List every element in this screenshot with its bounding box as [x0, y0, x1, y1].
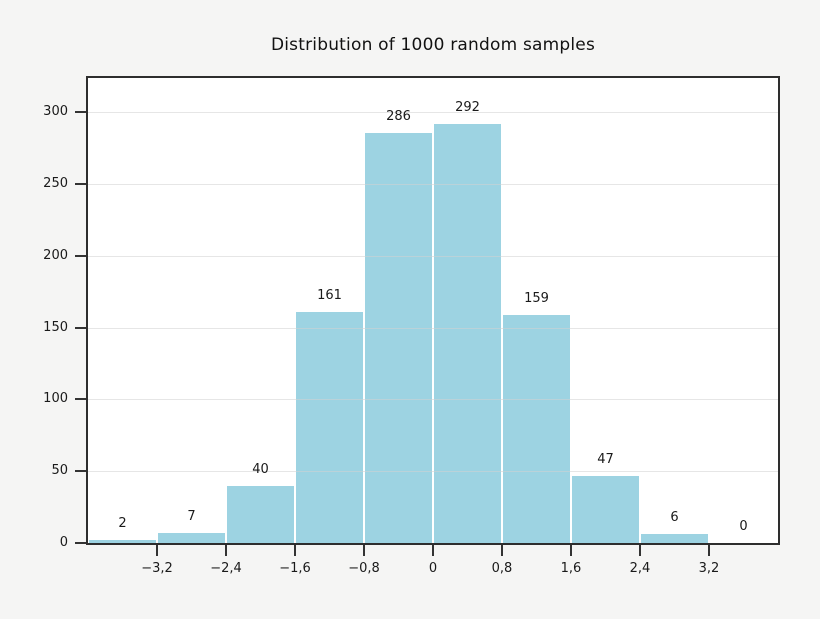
plot-area: 2 7 40 161 286 292 159 47 6 0	[86, 76, 780, 545]
gridline	[88, 256, 778, 257]
x-tick-mark	[570, 545, 572, 556]
y-tick-label: 100	[43, 391, 68, 406]
y-tick-mark	[75, 542, 86, 544]
y-tick-mark	[75, 327, 86, 329]
y-tick-label: 50	[51, 463, 68, 478]
x-tick-label: 1,6	[560, 561, 582, 576]
x-tick-label: 3,2	[698, 561, 720, 576]
histogram-bar	[641, 534, 708, 543]
x-tick-mark	[294, 545, 296, 556]
histogram-bar	[89, 540, 156, 543]
x-tick-mark	[156, 545, 158, 556]
x-tick-label: −3,2	[141, 561, 173, 576]
gridline	[88, 399, 778, 400]
chart-title: Distribution of 1000 random samples	[270, 35, 596, 55]
x-tick-label: −2,4	[210, 561, 242, 576]
histogram-bar	[296, 312, 363, 543]
histogram-bar	[572, 476, 639, 543]
x-tick-mark	[501, 545, 503, 556]
bar-value-label: 6	[670, 510, 679, 525]
x-tick-label: 2,4	[629, 561, 651, 576]
gridline	[88, 184, 778, 185]
histogram-bar	[365, 133, 432, 543]
bar-value-label: 7	[187, 509, 196, 524]
bar-value-label: 286	[386, 109, 411, 124]
bar-value-label: 2	[118, 516, 127, 531]
y-tick-label: 200	[43, 248, 68, 263]
x-tick-label: −0,8	[348, 561, 380, 576]
y-tick-label: 250	[43, 176, 68, 191]
y-tick-mark	[75, 470, 86, 472]
bar-value-label: 0	[739, 519, 748, 534]
y-tick-label: 150	[43, 320, 68, 335]
x-tick-mark	[363, 545, 365, 556]
bar-value-label: 40	[252, 462, 269, 477]
gridline	[88, 471, 778, 472]
histogram-bar	[434, 124, 501, 543]
y-tick-label: 0	[59, 535, 68, 550]
histogram-bar	[158, 533, 225, 543]
x-tick-label: −1,6	[279, 561, 311, 576]
histogram-bar	[227, 486, 294, 543]
x-tick-mark	[225, 545, 227, 556]
x-tick-label: 0,8	[491, 561, 513, 576]
y-tick-label: 300	[43, 104, 68, 119]
x-tick-mark	[639, 545, 641, 556]
bar-value-label: 161	[317, 288, 342, 303]
bar-value-label: 47	[597, 452, 614, 467]
y-tick-mark	[75, 398, 86, 400]
y-tick-mark	[75, 183, 86, 185]
y-tick-mark	[75, 111, 86, 113]
gridline	[88, 112, 778, 113]
y-tick-mark	[75, 255, 86, 257]
x-tick-mark	[432, 545, 434, 556]
gridline	[88, 328, 778, 329]
histogram-bar	[503, 315, 570, 543]
x-tick-label: 0	[428, 561, 438, 576]
x-tick-mark	[708, 545, 710, 556]
bar-value-label: 292	[455, 100, 480, 115]
bar-value-label: 159	[524, 291, 549, 306]
